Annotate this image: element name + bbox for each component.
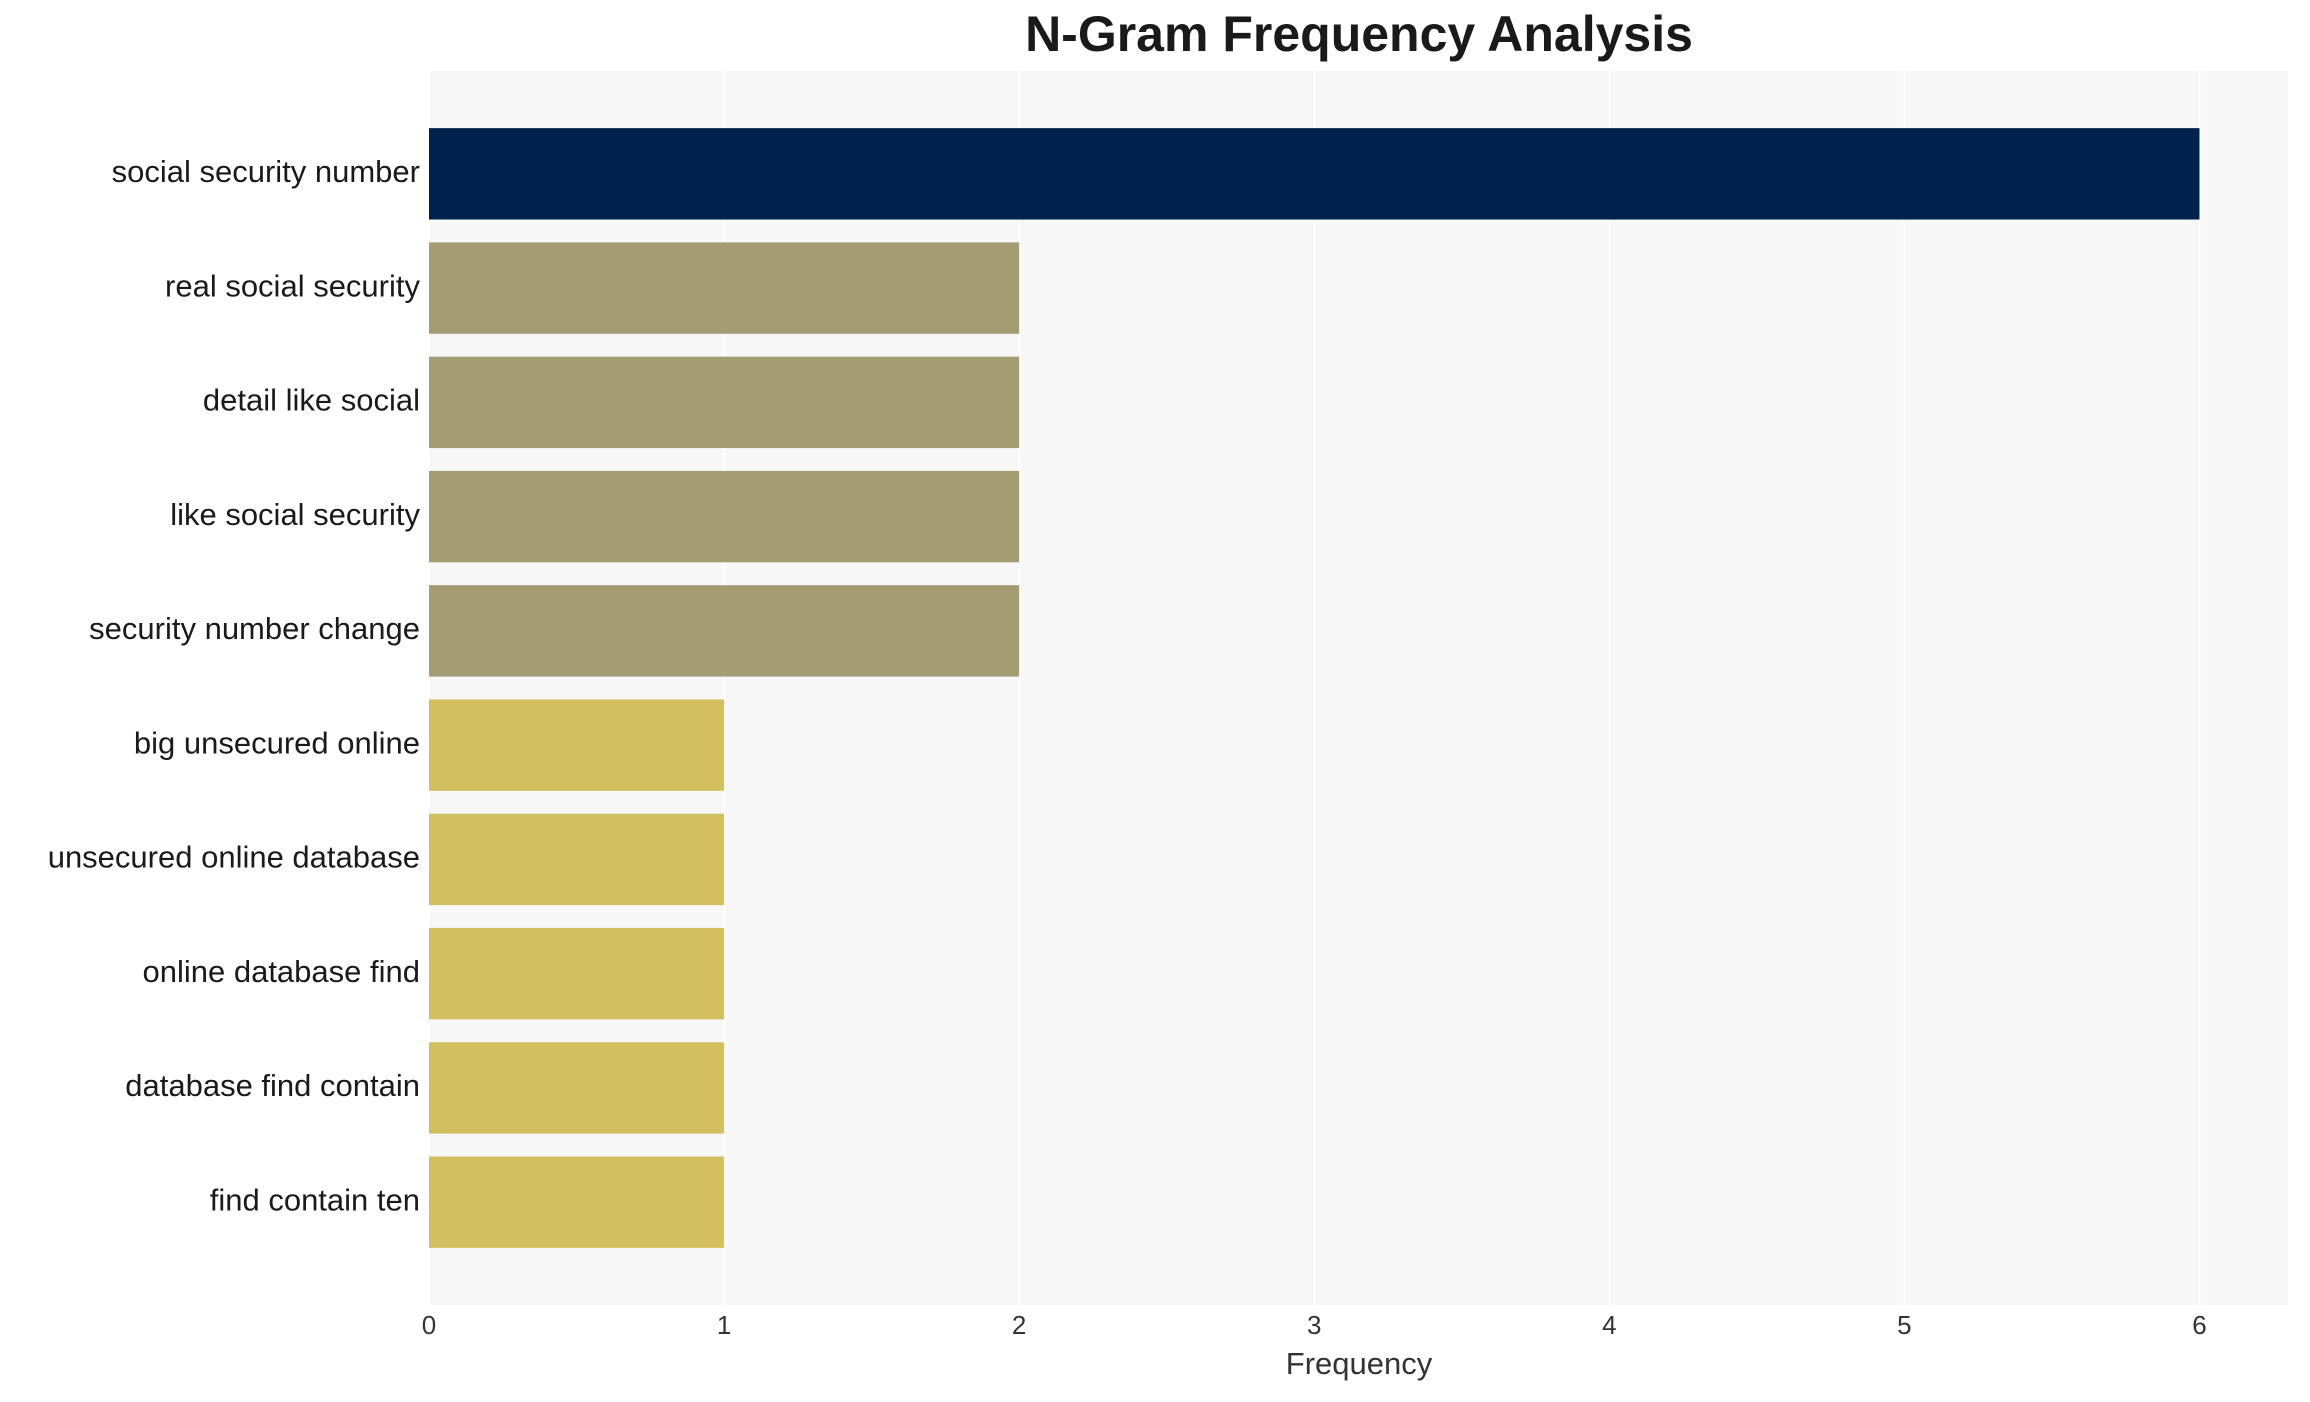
x-tick-label: 5	[1897, 1310, 1911, 1340]
y-tick-label: unsecured online database	[48, 840, 420, 875]
y-tick-label: like social security	[170, 497, 420, 532]
x-tick-label: 4	[1602, 1310, 1616, 1340]
bar	[429, 128, 2200, 220]
y-tick-label: find contain ten	[210, 1182, 420, 1217]
bar	[429, 813, 725, 906]
bar	[429, 1156, 725, 1248]
bar	[429, 470, 1020, 563]
x-tick-label: 2	[1012, 1310, 1026, 1340]
bar	[429, 1042, 725, 1134]
x-tick-label: 0	[422, 1310, 436, 1340]
x-tick-label: 6	[2192, 1310, 2206, 1340]
bar	[429, 699, 725, 791]
y-tick-label: detail like social	[203, 383, 420, 418]
y-tick-label: real social security	[165, 268, 420, 303]
y-tick-label: security number change	[89, 611, 420, 646]
y-tick-label: big unsecured online	[134, 725, 420, 760]
bar	[429, 356, 1020, 449]
bar	[429, 927, 725, 1020]
bar	[429, 242, 1020, 334]
x-tick-label: 3	[1307, 1310, 1321, 1340]
y-tick-label: online database find	[142, 954, 420, 989]
bar	[429, 585, 1020, 677]
x-axis-label: Frequency	[1286, 1346, 1433, 1381]
chart-title: N-Gram Frequency Analysis	[1025, 6, 1693, 62]
y-tick-label: social security number	[112, 154, 420, 189]
y-tick-label: database find contain	[125, 1068, 420, 1103]
x-tick-label: 1	[717, 1310, 731, 1340]
